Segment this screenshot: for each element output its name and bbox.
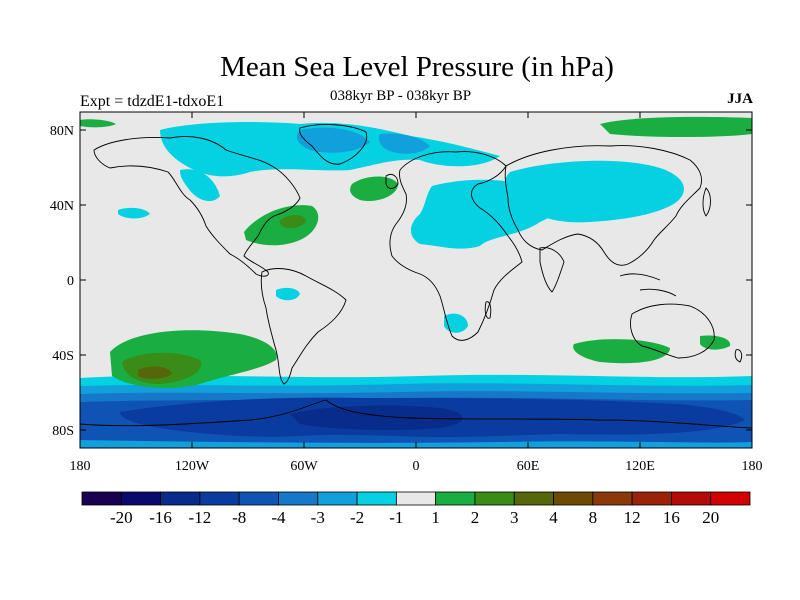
colorbar-swatch xyxy=(474,491,515,506)
y-tick-label: 40N xyxy=(50,199,74,214)
north-america-coast xyxy=(93,136,301,277)
colorbar-swatch xyxy=(631,491,672,506)
experiment-label: Expt = tdzdE1-tdxoE1 xyxy=(80,93,225,110)
x-tick-label: 180 xyxy=(742,459,763,474)
colorbar-swatch xyxy=(278,491,319,506)
x-tick-label: 0 xyxy=(413,459,420,474)
x-tick-label: 120W xyxy=(175,459,210,474)
colorbar-label: 1 xyxy=(431,508,440,527)
colorbar: -20 -16 -12 -8 -4 -3 -2 -1 1 2 3 4 8 12 16 20 xyxy=(81,491,751,527)
y-tick-label: 0 xyxy=(67,274,74,289)
asia-coast xyxy=(504,145,702,266)
colorbar-label: -1 xyxy=(389,508,403,527)
colorbar-label: 20 xyxy=(702,508,719,527)
madagascar-coast xyxy=(484,301,492,319)
colorbar-swatch xyxy=(435,491,476,506)
uk-coast xyxy=(385,173,399,189)
india-coast xyxy=(539,247,565,293)
colorbar-label: 2 xyxy=(471,508,480,527)
x-tick-label: 60W xyxy=(290,459,318,474)
positive-anomalies xyxy=(80,116,752,389)
japan-coast xyxy=(702,187,711,217)
colorbar-swatch xyxy=(395,491,437,506)
greenland-coast xyxy=(299,124,368,165)
colorbar-label: 3 xyxy=(510,508,519,527)
x-tick-label: 180 xyxy=(70,459,91,474)
y-tick-label: 40S xyxy=(52,349,74,364)
map-axes: 180 120W 60W 0 60E 120E 180 80N 40N 0 40S 80S xyxy=(50,112,763,474)
colorbar-swatch xyxy=(356,491,397,506)
colorbar-swatch xyxy=(513,491,554,506)
colorbar-label: 8 xyxy=(589,508,598,527)
colorbar-label: -20 xyxy=(110,508,133,527)
map-plot-area xyxy=(80,112,752,448)
colorbar-swatch xyxy=(710,491,751,506)
y-tick-label: 80N xyxy=(50,124,74,139)
australia-coast xyxy=(630,303,715,359)
season-label: JJA xyxy=(727,91,753,107)
map-subtitle: 038kyr BP - 038kyr BP xyxy=(330,88,472,104)
southern-ocean-low xyxy=(80,374,752,448)
map-title: Mean Sea Level Pressure (in hPa) xyxy=(220,51,614,83)
x-tick-label: 120E xyxy=(625,459,655,474)
colorbar-swatch xyxy=(81,491,122,506)
indonesia-coast xyxy=(619,273,677,297)
colorbar-label: -2 xyxy=(350,508,364,527)
colorbar-label: -16 xyxy=(149,508,172,527)
colorbar-label: -8 xyxy=(232,508,246,527)
colorbar-label: 16 xyxy=(663,508,680,527)
x-tick-label: 60E xyxy=(517,459,540,474)
y-tick-label: 80S xyxy=(52,424,74,439)
colorbar-swatch xyxy=(317,491,358,506)
colorbar-swatch xyxy=(160,491,201,506)
colorbar-swatch xyxy=(592,491,633,506)
colorbar-label: 12 xyxy=(624,508,641,527)
new-zealand-coast xyxy=(734,349,743,363)
colorbar-label: -4 xyxy=(271,508,286,527)
colorbar-swatch xyxy=(199,491,240,506)
europe-africa-coast xyxy=(389,151,523,341)
south-america-coast xyxy=(260,268,347,385)
colorbar-swatch xyxy=(553,491,594,506)
colorbar-swatch xyxy=(671,491,712,506)
colorbar-label: 4 xyxy=(549,508,558,527)
colorbar-swatch xyxy=(120,491,161,506)
colorbar-label: -12 xyxy=(189,508,212,527)
colorbar-label: -3 xyxy=(311,508,325,527)
colorbar-swatch xyxy=(238,491,279,506)
antarctica-coast xyxy=(80,399,752,429)
coastlines xyxy=(80,124,752,429)
